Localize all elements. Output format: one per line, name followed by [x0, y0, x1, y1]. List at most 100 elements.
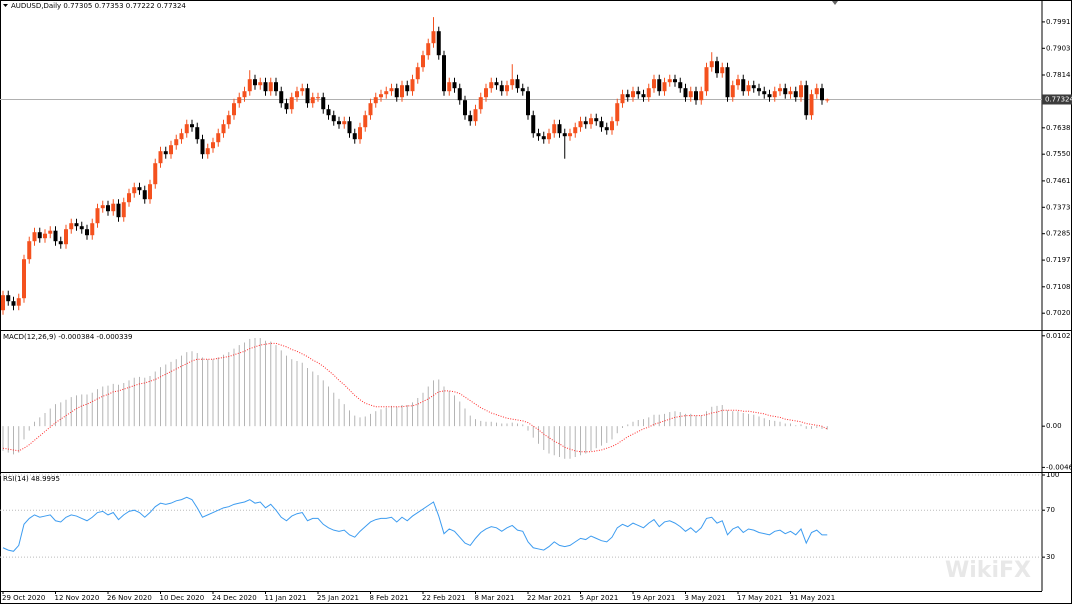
candle-body	[74, 223, 79, 227]
candle-body	[1, 295, 5, 311]
candle-body	[247, 79, 252, 92]
candle-body	[541, 136, 546, 140]
candle-body	[58, 241, 63, 245]
candle-body	[573, 127, 578, 134]
candle-body	[368, 103, 373, 116]
candle-body	[683, 88, 688, 98]
candle-body	[562, 133, 567, 137]
candle-body	[431, 31, 436, 44]
candle-body	[484, 88, 488, 98]
y-tick-label: -0.004677	[1046, 463, 1072, 471]
candle-body	[106, 205, 110, 212]
candle-body	[389, 88, 394, 92]
candle-body	[48, 230, 53, 234]
candle-body	[279, 91, 284, 104]
candle-body	[515, 79, 520, 89]
candle-body	[11, 301, 16, 306]
candle-body	[709, 61, 714, 68]
x-tick-label: 31 May 2021	[790, 594, 836, 602]
candle-body	[641, 94, 646, 98]
candle-body	[347, 121, 352, 134]
candle-body	[158, 151, 163, 164]
candle-body	[510, 79, 515, 86]
candle-body	[699, 91, 704, 101]
candle-body	[447, 82, 452, 92]
candle-body	[568, 133, 572, 137]
candle-body	[615, 103, 620, 122]
candle-body	[300, 88, 305, 92]
candle-body	[809, 94, 814, 116]
candle-body	[762, 91, 767, 95]
candle-body	[473, 109, 478, 122]
x-tick-label: 26 Nov 2020	[107, 594, 152, 602]
candle-body	[552, 124, 557, 134]
candle-body	[725, 67, 730, 98]
candle-body	[16, 298, 21, 306]
y-tick-label: 0.70200	[1046, 309, 1072, 317]
candle-body	[295, 91, 299, 98]
x-tick-label: 22 Mar 2021	[527, 594, 571, 602]
candle-body	[799, 85, 803, 98]
candle-body	[190, 124, 194, 128]
current-price-box	[1042, 94, 1072, 105]
candle-body	[195, 127, 200, 140]
candle-body	[64, 229, 68, 245]
candle-body	[121, 202, 126, 218]
candle-body	[589, 118, 593, 125]
shift-marker	[832, 1, 838, 5]
candle-body	[778, 88, 782, 92]
legend-text: MACD(12,26,9) -0.000384 -0.000339	[3, 333, 132, 341]
x-tick-label: 22 Feb 2021	[422, 594, 466, 602]
candle-body	[499, 85, 504, 92]
candle-body	[37, 232, 42, 239]
candle-body	[127, 193, 131, 203]
candle-body	[688, 91, 693, 98]
candle-body	[6, 295, 11, 302]
candle-body	[468, 115, 473, 122]
candle-body	[646, 88, 651, 98]
candle-body	[678, 82, 683, 89]
x-tick-label: 24 Dec 2020	[212, 594, 257, 602]
legend-text: RSI(14) 48.9995	[3, 475, 60, 483]
candle-body	[662, 82, 667, 92]
candle-body	[258, 82, 263, 86]
candle-body	[442, 55, 446, 92]
candle-body	[373, 97, 378, 104]
candle-body	[400, 85, 404, 98]
candle-body	[741, 79, 746, 92]
candle-body	[22, 259, 26, 299]
candle-body	[289, 97, 294, 110]
candle-body	[730, 85, 735, 98]
candle-body	[652, 79, 656, 89]
candle-body	[547, 133, 551, 140]
candle-body	[757, 88, 761, 92]
candle-body	[426, 43, 431, 56]
candle-body	[316, 97, 320, 99]
x-tick-label: 10 Dec 2020	[160, 594, 205, 602]
candle-body	[379, 94, 383, 98]
candle-body	[90, 223, 95, 236]
candle-body	[268, 82, 273, 92]
signal-line	[2, 342, 828, 453]
candle-body	[132, 187, 137, 194]
candle-body	[736, 79, 740, 86]
candle-body	[95, 208, 100, 224]
candle-body	[226, 115, 231, 125]
menu-arrow	[3, 4, 8, 7]
candle-body	[242, 91, 247, 98]
current-price-label: 0.77324	[1045, 95, 1072, 103]
candle-body	[363, 115, 368, 128]
candle-body	[604, 127, 609, 131]
candle-body	[520, 88, 525, 92]
candle-body	[667, 79, 672, 83]
candle-body	[32, 232, 37, 242]
candle-body	[284, 103, 289, 110]
candle-body	[384, 91, 389, 95]
candle-body	[583, 121, 588, 125]
x-tick-label: 8 Feb 2021	[370, 594, 409, 602]
